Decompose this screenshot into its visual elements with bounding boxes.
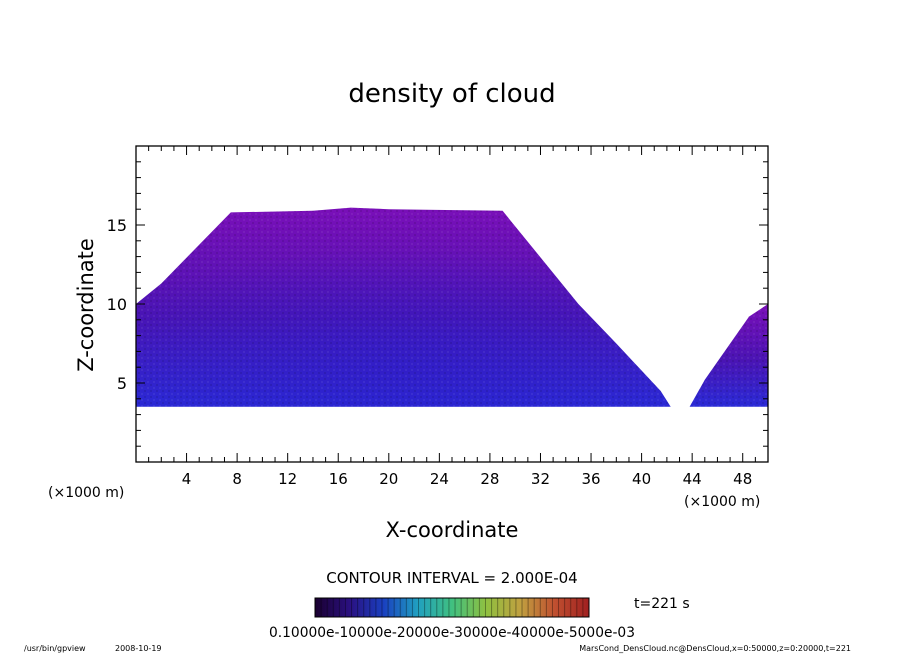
x-axis-label: X-coordinate <box>386 518 519 542</box>
x-tick-label: 40 <box>632 470 651 488</box>
x-tick-label: 20 <box>379 470 398 488</box>
colorbar-labels: 0.10000e-10000e-20000e-30000e-40000e-500… <box>269 625 635 641</box>
y-tick-label: 10 <box>107 295 127 314</box>
contour-interval-label: CONTOUR INTERVAL = 2.000E-04 <box>326 569 577 587</box>
x-tick-label: 36 <box>581 470 600 488</box>
footer-date: 2008-10-19 <box>115 644 162 653</box>
colorbar <box>314 597 590 618</box>
x-axis-ticks: 4 8 12 16 20 24 28 32 36 40 44 48 <box>148 146 756 488</box>
cloud-field <box>136 207 768 407</box>
x-unit-right: (×1000 m) <box>684 494 760 510</box>
x-tick-label: 28 <box>480 470 499 488</box>
x-tick-label: 48 <box>733 470 752 488</box>
time-label: t=221 s <box>634 596 690 612</box>
x-unit-left: (×1000 m) <box>48 485 124 501</box>
x-tick-label: 32 <box>531 470 550 488</box>
x-tick-label: 24 <box>430 470 449 488</box>
x-tick-label: 4 <box>182 470 192 488</box>
cloud-region-1 <box>136 207 671 407</box>
y-tick-label: 5 <box>117 374 127 393</box>
x-tick-label: 44 <box>683 470 702 488</box>
x-tick-label: 8 <box>232 470 242 488</box>
footer-source: MarsCond_DensCloud.nc@DensCloud,x=0:5000… <box>579 644 851 653</box>
footer-program: /usr/bin/gpview <box>24 644 86 653</box>
y-axis-label: Z-coordinate <box>74 238 98 372</box>
x-tick-label: 12 <box>278 470 297 488</box>
y-tick-label: 15 <box>107 216 127 235</box>
y-axis-ticks: 5 10 15 <box>107 161 768 447</box>
cloud-region-2 <box>689 304 768 407</box>
chart-title: density of cloud <box>348 79 555 109</box>
colorbar-ticks <box>320 598 584 617</box>
x-tick-label: 16 <box>329 470 348 488</box>
